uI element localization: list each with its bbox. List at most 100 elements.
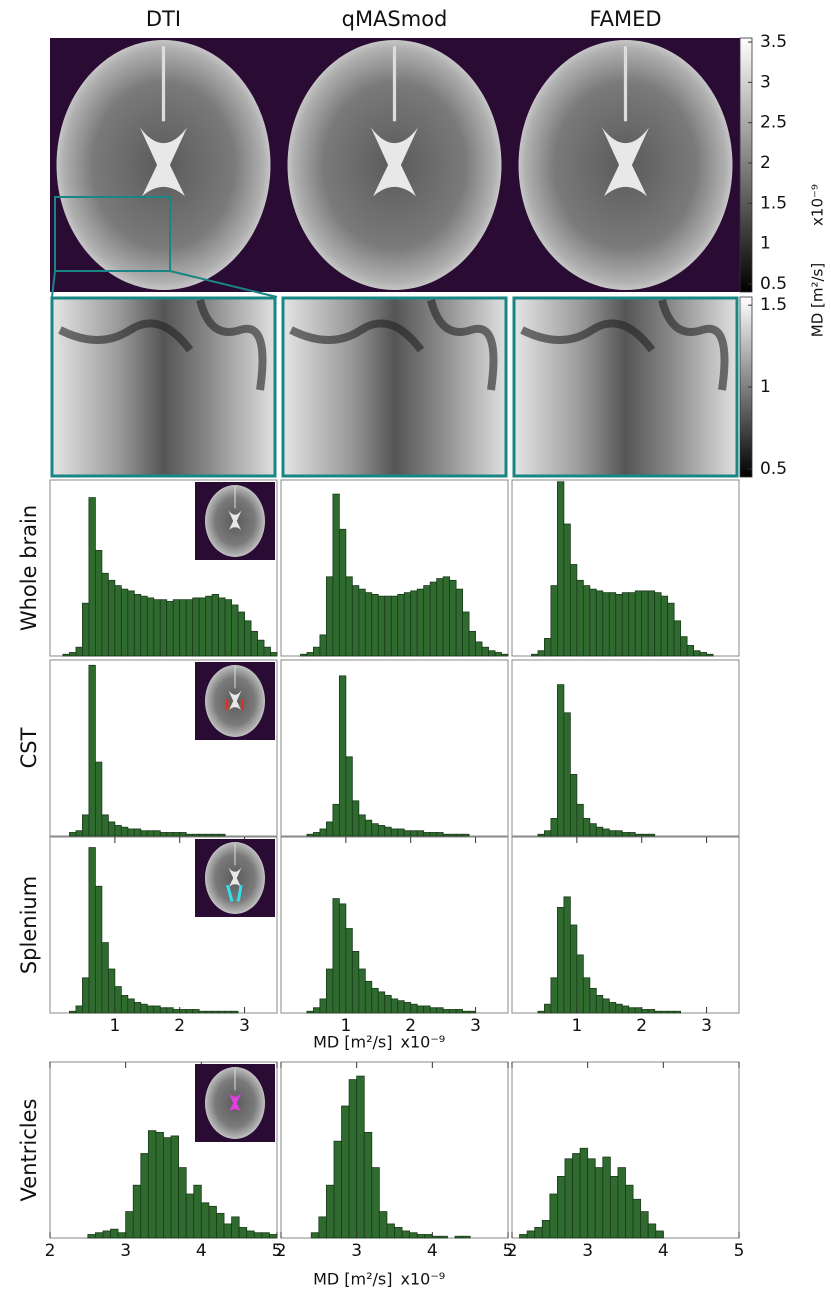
bar: [140, 830, 148, 837]
bar: [192, 597, 200, 657]
bar: [416, 830, 425, 837]
bar: [107, 968, 116, 1014]
bar: [153, 1005, 161, 1014]
bar: [416, 588, 425, 657]
bar: [403, 830, 412, 837]
bar: [306, 833, 314, 837]
x-tick-label: 4: [427, 1241, 438, 1261]
bar: [211, 594, 220, 657]
bar: [263, 646, 271, 657]
bar: [557, 1176, 566, 1239]
bar: [371, 987, 379, 1014]
bar: [449, 579, 457, 657]
bar: [475, 641, 483, 657]
bar: [102, 1230, 111, 1239]
bar: [306, 1010, 314, 1014]
bar: [192, 833, 200, 837]
bar: [87, 1234, 96, 1239]
bar: [163, 1137, 172, 1239]
bar: [179, 832, 187, 837]
bar: [140, 1153, 149, 1239]
bar: [442, 1009, 451, 1014]
x-axis-exponent: x10⁻⁹: [401, 1033, 446, 1052]
bar: [564, 1158, 573, 1239]
x-axis-label: MD [m²/s]: [313, 1033, 392, 1052]
column-title: FAMED: [589, 7, 661, 31]
bar: [582, 585, 591, 657]
bar: [270, 652, 278, 657]
bar: [410, 1003, 418, 1014]
bar: [107, 579, 116, 657]
bar: [69, 1010, 77, 1014]
bar: [338, 528, 347, 657]
bar: [246, 1230, 255, 1239]
x-tick-label: 3: [701, 1016, 712, 1036]
bar: [133, 1002, 142, 1014]
bar: [313, 832, 321, 837]
x-tick-label: 4: [658, 1241, 669, 1261]
bar: [576, 803, 584, 837]
bar: [563, 712, 571, 837]
bar: [615, 1003, 623, 1014]
bar: [615, 830, 623, 837]
bar: [462, 1010, 470, 1014]
bar: [424, 1234, 433, 1239]
bar: [345, 928, 353, 1014]
bar: [223, 1223, 233, 1239]
bar: [155, 1132, 164, 1239]
bar: [345, 756, 353, 837]
bar: [185, 599, 194, 657]
bar: [364, 980, 373, 1014]
bar: [550, 977, 558, 1014]
bar: [166, 832, 174, 837]
bar: [371, 823, 379, 837]
bar: [348, 1079, 358, 1239]
bar: [416, 1234, 426, 1239]
bar: [172, 1009, 181, 1014]
bar: [660, 1010, 669, 1014]
bar: [563, 896, 571, 1014]
bar: [602, 828, 610, 837]
row-label: Splenium: [17, 876, 41, 974]
bar: [107, 821, 116, 837]
bar: [557, 907, 565, 1014]
bar: [409, 1232, 418, 1239]
bar: [193, 1184, 202, 1239]
bar: [238, 1227, 248, 1239]
bar: [153, 599, 161, 657]
bar: [75, 646, 83, 657]
roi: [241, 699, 244, 710]
bar: [602, 592, 610, 657]
bar: [127, 590, 135, 657]
bar: [306, 652, 314, 657]
bar: [170, 1135, 180, 1239]
bar: [159, 1007, 168, 1014]
bar: [699, 652, 707, 657]
bar: [640, 1211, 649, 1239]
bar: [120, 588, 129, 657]
x-tick-label: 2: [405, 1016, 416, 1036]
bar: [641, 1009, 649, 1014]
bar: [628, 832, 636, 837]
bar: [537, 833, 545, 837]
bar: [250, 630, 258, 657]
bar: [439, 1235, 448, 1239]
bar: [257, 639, 265, 657]
bar: [261, 1232, 270, 1239]
bar: [582, 818, 591, 837]
bar: [358, 968, 366, 1014]
x-tick-label: 2: [174, 1016, 185, 1036]
x-tick-label: 5: [503, 1241, 514, 1261]
x-tick-label: 2: [636, 1016, 647, 1036]
bar: [589, 987, 597, 1014]
bar: [647, 1223, 657, 1239]
bar: [332, 898, 340, 1014]
bar: [628, 592, 636, 657]
bar: [146, 597, 155, 657]
x-tick-label: 1: [109, 1016, 120, 1036]
bar: [594, 1167, 604, 1239]
bar: [114, 825, 122, 837]
bar: [371, 1167, 380, 1239]
bar: [172, 832, 181, 837]
